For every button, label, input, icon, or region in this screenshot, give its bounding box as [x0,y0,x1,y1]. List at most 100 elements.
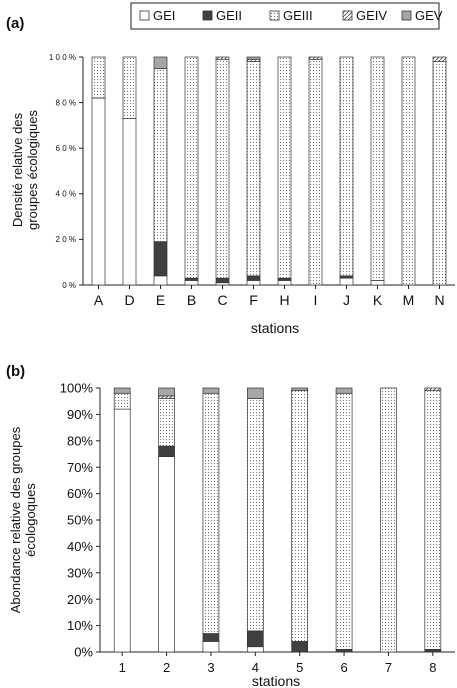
x-tick-label: 3 [207,660,214,675]
x-tick-label: 6 [340,660,347,675]
bar-segment-geiii-5 [291,390,309,642]
y-tick-label: 100% [60,381,94,396]
bar-segment-gei-1 [113,408,131,653]
x-tick-label: 5 [296,660,303,675]
y-tick-label: 6 0 % [56,144,76,153]
bar-segment-geiii-8 [424,390,442,650]
x-tick-label: E [156,292,165,308]
x-tick-label: M [403,292,415,308]
bar-segment-geiii-2 [158,398,175,447]
bar-segment-geiii-1 [113,392,131,410]
bar-segment-geii-2 [158,445,175,457]
bar-segment-geiii-6 [335,392,353,650]
y-axis-title-a: Densité relative desgroupes écologiques [10,110,40,230]
bar-segment-gei-e [153,275,168,286]
bar-segment-gei-a [91,97,106,286]
x-tick-label: C [217,292,227,308]
y-tick-label: 2 0 % [56,235,76,244]
bar-segment-gei-k [370,280,385,286]
bar-segment-geii-e [153,241,168,277]
legend-swatch-geiv [342,10,353,21]
x-ticks-b: 1 2 3 4 5 6 7 8 [119,652,436,675]
x-tick-label: 8 [429,660,436,675]
bar-segment-gei-f [246,280,261,286]
x-tick-label: F [249,292,258,308]
bar-segment-gev-6 [335,387,353,394]
x-axis-title-b: stations [252,673,300,688]
x-tick-label: N [434,292,444,308]
panel-label-b: (b) [6,363,25,380]
y-tick-label: 30% [67,565,93,580]
bar-segment-geiii-e [153,68,168,243]
bar-segment-gei-j [339,277,354,286]
y-tick-label: 4 0 % [56,190,76,199]
bar-segment-gei-2 [158,456,175,653]
legend-label-geiv: GEIV [356,8,387,23]
bar-segment-gei-4 [246,646,264,653]
legend-label-geii: GEII [216,8,242,23]
bar-segment-geiii-b [184,56,199,279]
x-tick-label: D [124,292,134,308]
x-tick-label: 2 [163,660,170,675]
chart-panel-b: (b) Abondance relative des groupesécolog… [6,363,455,688]
bar-segment-geiii-a [91,56,106,99]
bar-segment-geii-5 [291,641,309,653]
bar-segment-geiii-n [432,61,447,286]
legend-label-gei: GEI [153,8,175,23]
bar-segment-geiii-7 [380,387,397,653]
bar-segment-geii-f [246,275,261,281]
bar-segment-gev-f [246,56,261,60]
bar-segment-geiv-i [308,56,323,60]
bar-segment-geiii-c [215,58,230,279]
legend-frame [130,2,440,30]
y-tick-label: 0 % [62,281,76,290]
bar-segment-geiii-f [246,61,261,277]
bar-segment-gev-e [153,56,168,69]
legend-label-gev: GEV [415,8,443,23]
bar-segment-geiii-4 [246,398,264,632]
y-tick-label: 50% [67,513,93,528]
bar-segment-geii-3 [202,633,220,642]
bars-a [82,56,455,286]
y-tick-label: 40% [67,539,93,554]
bar-segment-geii-c [215,277,230,284]
y-tick-label: 90% [67,407,93,422]
x-tick-label: 1 [119,660,126,675]
bar-segment-geii-8 [424,649,442,653]
bar-segment-gei-3 [202,641,220,653]
x-tick-label: I [314,292,318,308]
bar-segment-geiv-c [215,56,230,60]
x-tick-label: 7 [385,660,392,675]
bar-segment-gev-2 [158,387,175,397]
y-ticks-a: 0 % 2 0 % 4 0 % 6 0 % 8 0 % 1 0 0 % [49,53,83,290]
bar-segment-geiii-d [122,56,137,119]
bar-segment-geii-4 [246,630,264,648]
chart-panel-a: (a) Densité relative desgroupes écologiq… [6,15,455,336]
bar-segment-geiii-j [339,56,354,277]
y-tick-label: 0% [74,645,93,660]
bar-segment-geiv-n [432,56,447,62]
legend-swatch-gei [139,10,150,21]
y-tick-label: 60% [67,486,93,501]
y-tick-label: 80% [67,433,93,448]
y-tick-label: 70% [67,460,93,475]
panel-label-a: (a) [6,15,24,32]
bar-segment-gei-b [184,280,199,286]
bar-segment-geiii-3 [202,392,220,634]
y-axis-title-b: Abondance relative des groupesécologoque… [8,426,38,613]
y-axis-title-text: Densité relative desgroupes écologiques [10,110,40,230]
y-tick-label: 1 0 0 % [49,53,76,62]
bar-segment-geiii-k [370,56,385,281]
bar-segment-gei-h [277,280,292,286]
bar-segment-gev-5 [291,387,309,391]
bar-segment-geiv-2 [158,395,175,399]
bar-segment-geiii-h [277,56,292,279]
y-ticks-b: 0% 10% 20% 30% 40% 50% 60% 70% 80% 90% 100% [60,381,100,660]
bar-segment-gei-d [122,118,137,286]
x-tick-label: H [279,292,289,308]
x-tick-label: J [343,292,350,308]
bar-segment-geiii-i [308,58,323,286]
y-tick-label: 8 0 % [56,98,76,107]
bar-segment-geii-6 [335,649,353,653]
